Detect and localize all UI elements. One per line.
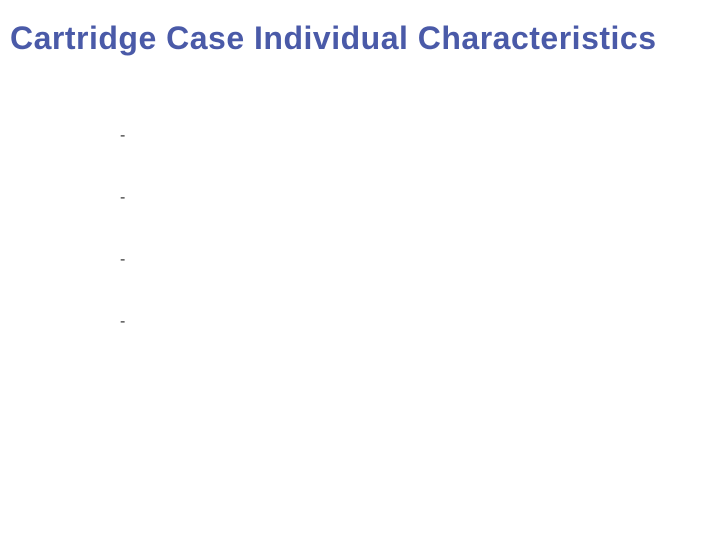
list-item — [120, 189, 710, 209]
list-item — [120, 127, 710, 147]
bullet-list — [10, 127, 710, 333]
list-item — [120, 313, 710, 333]
list-item — [120, 251, 710, 271]
slide: Cartridge Case Individual Characteristic… — [0, 0, 720, 540]
slide-title: Cartridge Case Individual Characteristic… — [10, 20, 710, 57]
